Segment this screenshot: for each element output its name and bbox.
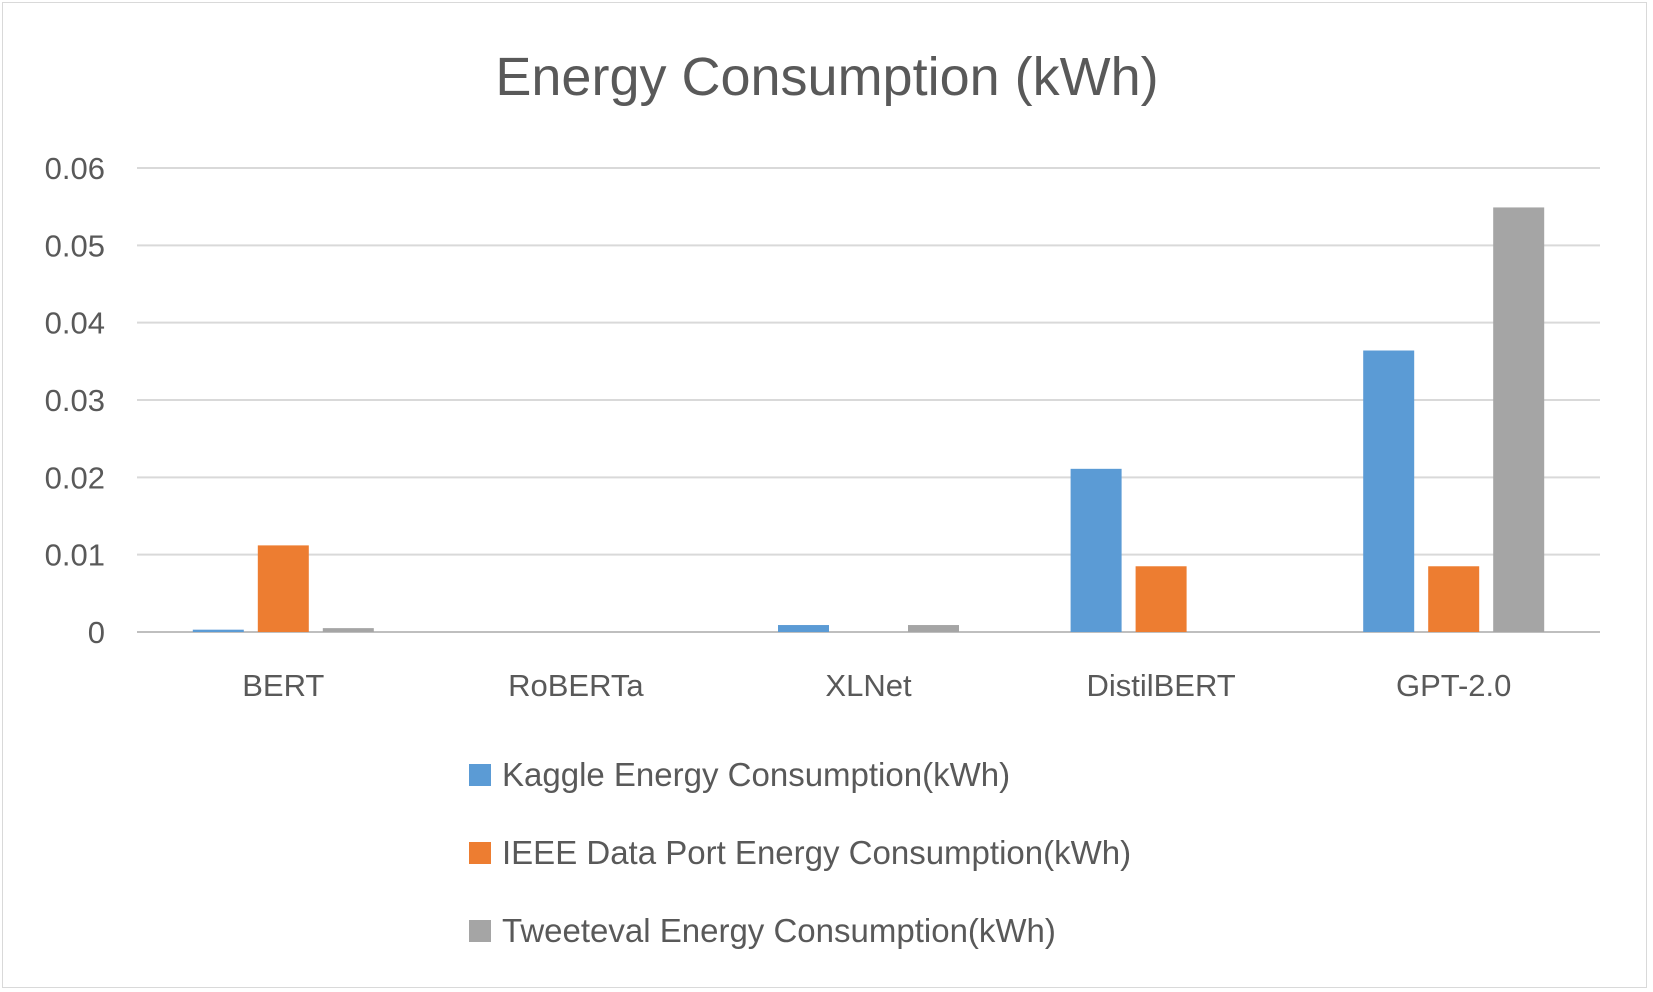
bar	[1135, 566, 1187, 632]
legend-label: Tweeteval Energy Consumption(kWh)	[502, 912, 1056, 949]
y-tick-label: 0.04	[45, 306, 105, 341]
y-axis-ticks: 0 0.01 0.02 0.03 0.04 0.05 0.06	[45, 151, 105, 650]
bar	[1070, 468, 1122, 632]
legend-swatch	[469, 764, 491, 786]
bars	[192, 207, 1545, 632]
y-tick-label: 0.02	[45, 460, 105, 495]
legend-label: IEEE Data Port Energy Consumption(kWh)	[502, 834, 1131, 871]
bar	[1493, 207, 1545, 632]
legend: Kaggle Energy Consumption(kWh) IEEE Data …	[469, 756, 1131, 949]
y-tick-label: 0.05	[45, 228, 105, 263]
x-axis-categories: BERT RoBERTa XLNet DistilBERT GPT-2.0	[242, 668, 1511, 703]
bar	[322, 628, 374, 632]
bar	[1363, 350, 1415, 632]
legend-swatch	[469, 920, 491, 942]
legend-label: Kaggle Energy Consumption(kWh)	[502, 756, 1010, 793]
x-category-label: RoBERTa	[508, 668, 644, 703]
y-tick-label: 0.03	[45, 383, 105, 418]
bar	[908, 625, 959, 632]
bar	[192, 629, 244, 632]
bar	[778, 625, 829, 632]
x-category-label: DistilBERT	[1086, 668, 1235, 703]
bar	[257, 545, 309, 632]
gridlines	[137, 167, 1600, 633]
legend-swatch	[469, 842, 491, 864]
y-tick-label: 0.01	[45, 538, 105, 573]
bar	[1428, 566, 1480, 632]
x-category-label: GPT-2.0	[1396, 668, 1511, 703]
x-category-label: XLNet	[825, 668, 912, 703]
x-category-label: BERT	[242, 668, 324, 703]
chart-title: Energy Consumption (kWh)	[495, 47, 1158, 107]
y-tick-label: 0	[88, 615, 105, 650]
y-tick-label: 0.06	[45, 151, 105, 186]
